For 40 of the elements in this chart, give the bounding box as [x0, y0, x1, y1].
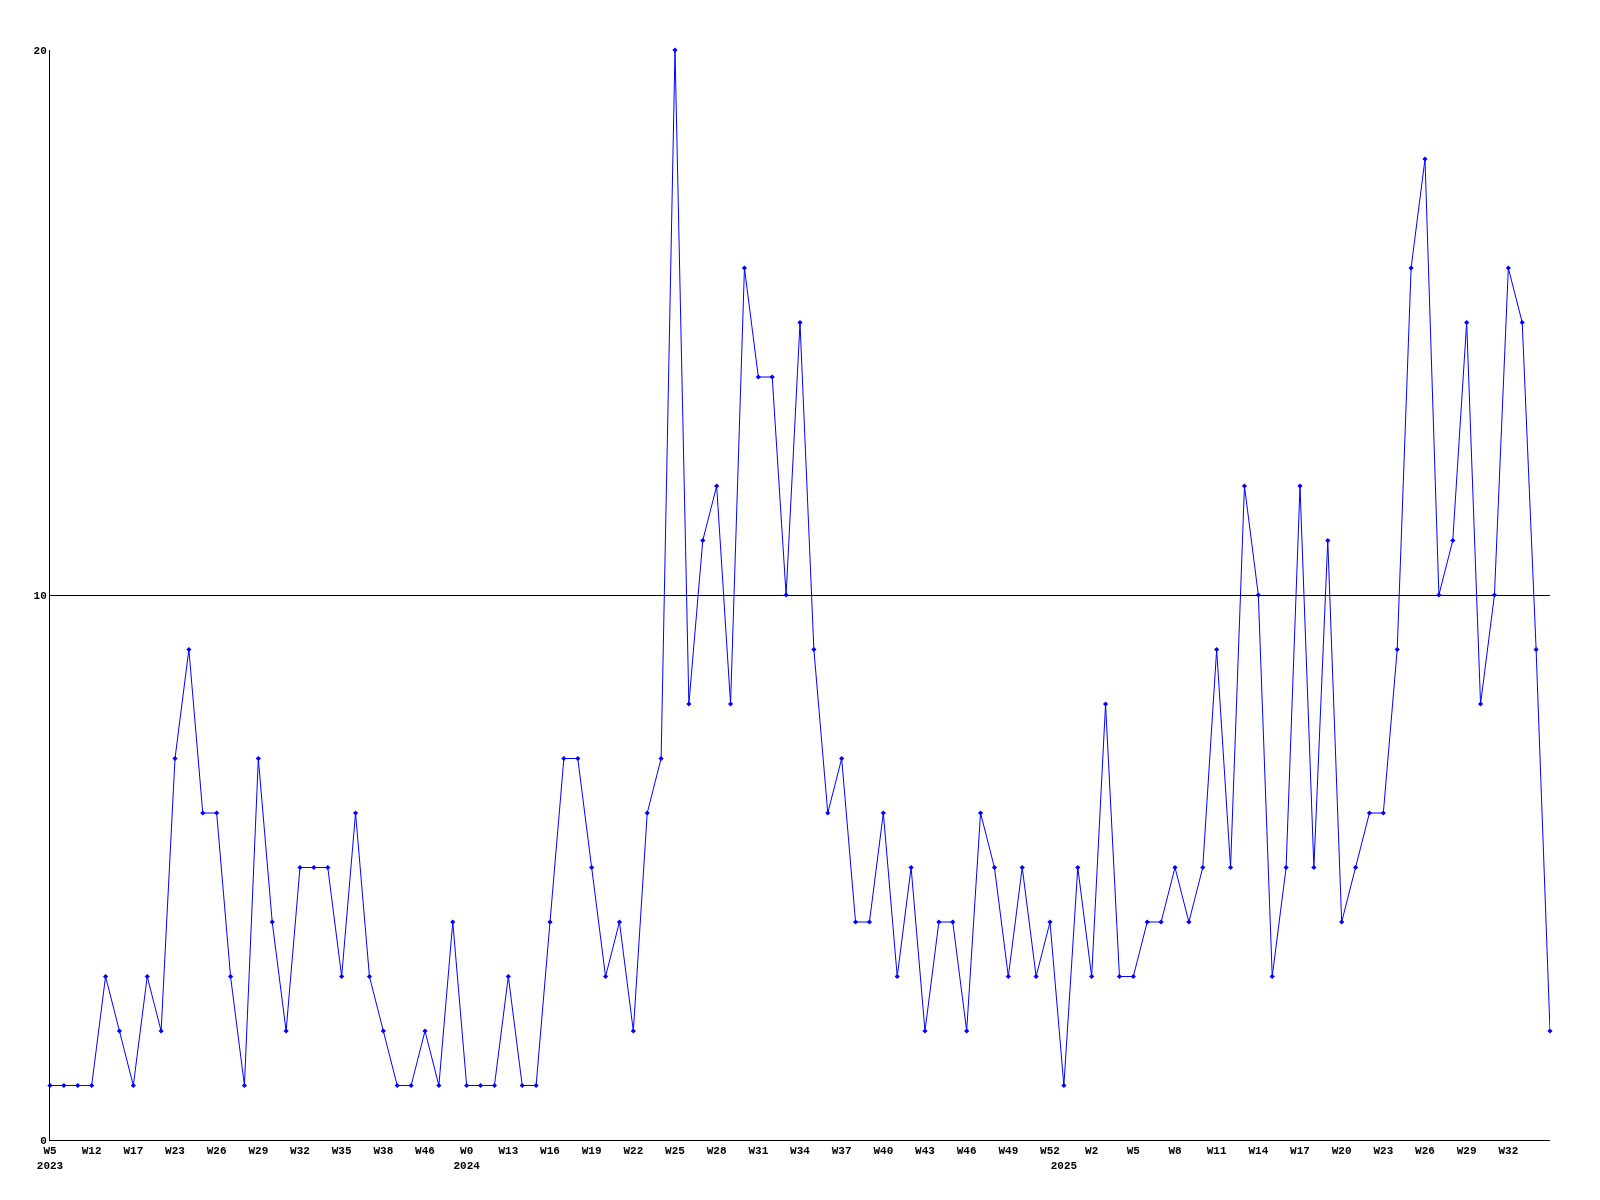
y-tick-label: 10 [33, 589, 47, 602]
x-tick-label: W17 [1290, 1145, 1310, 1158]
x-tick-label: W23 [1373, 1145, 1394, 1158]
x-tick-label: W32 [1498, 1145, 1519, 1158]
x-tick-label: W29 [248, 1145, 269, 1158]
x-tick-label: W26 [1415, 1145, 1435, 1158]
x-tick-label: W35 [331, 1145, 352, 1158]
x-tick-label: W43 [915, 1145, 936, 1158]
x-tick-label: W31 [748, 1145, 769, 1158]
x-tick-label: W34 [790, 1145, 811, 1158]
x-tick-label: W46 [415, 1145, 435, 1158]
x-tick-label: W23 [165, 1145, 186, 1158]
x-tick-label: W37 [831, 1145, 852, 1158]
x-tick-label: W14 [1248, 1145, 1269, 1158]
x-tick-label: W32 [290, 1145, 310, 1158]
x-tick-label: W49 [998, 1145, 1019, 1158]
x-tick-label: W29 [1456, 1145, 1477, 1158]
x-tick-label: W13 [498, 1145, 519, 1158]
x-tick-label: W12 [81, 1145, 102, 1158]
x-tick-label: W5 [1126, 1145, 1141, 1158]
x-tick-label: W2 [1085, 1145, 1099, 1158]
x-tick-label: W11 [1206, 1145, 1227, 1158]
x-tick-label: 2025 [1050, 1159, 1078, 1172]
x-tick-label: W22 [623, 1145, 644, 1158]
x-tick-label: W17 [123, 1145, 144, 1158]
y-tick-label: 0 [40, 1134, 47, 1147]
y-tick-label: 20 [33, 44, 47, 57]
x-tick-label: W20 [1331, 1145, 1352, 1158]
x-tick-label: W0 2024 [453, 1145, 481, 1172]
x-tick-label: W25 [665, 1145, 686, 1158]
x-tick-label: W26 [206, 1145, 227, 1158]
x-tick-label: W5 2023 [36, 1145, 64, 1172]
x-tick-label: W16 [540, 1145, 560, 1158]
x-tick-label: W52 [1040, 1145, 1060, 1158]
x-tick-label: W28 [706, 1145, 727, 1158]
x-tick-label: W38 [373, 1145, 394, 1158]
x-tick-label: W19 [581, 1145, 602, 1158]
x-tick-label: W8 [1168, 1145, 1182, 1158]
x-tick-label: W40 [873, 1145, 894, 1158]
x-tick-label: W46 [956, 1145, 977, 1158]
